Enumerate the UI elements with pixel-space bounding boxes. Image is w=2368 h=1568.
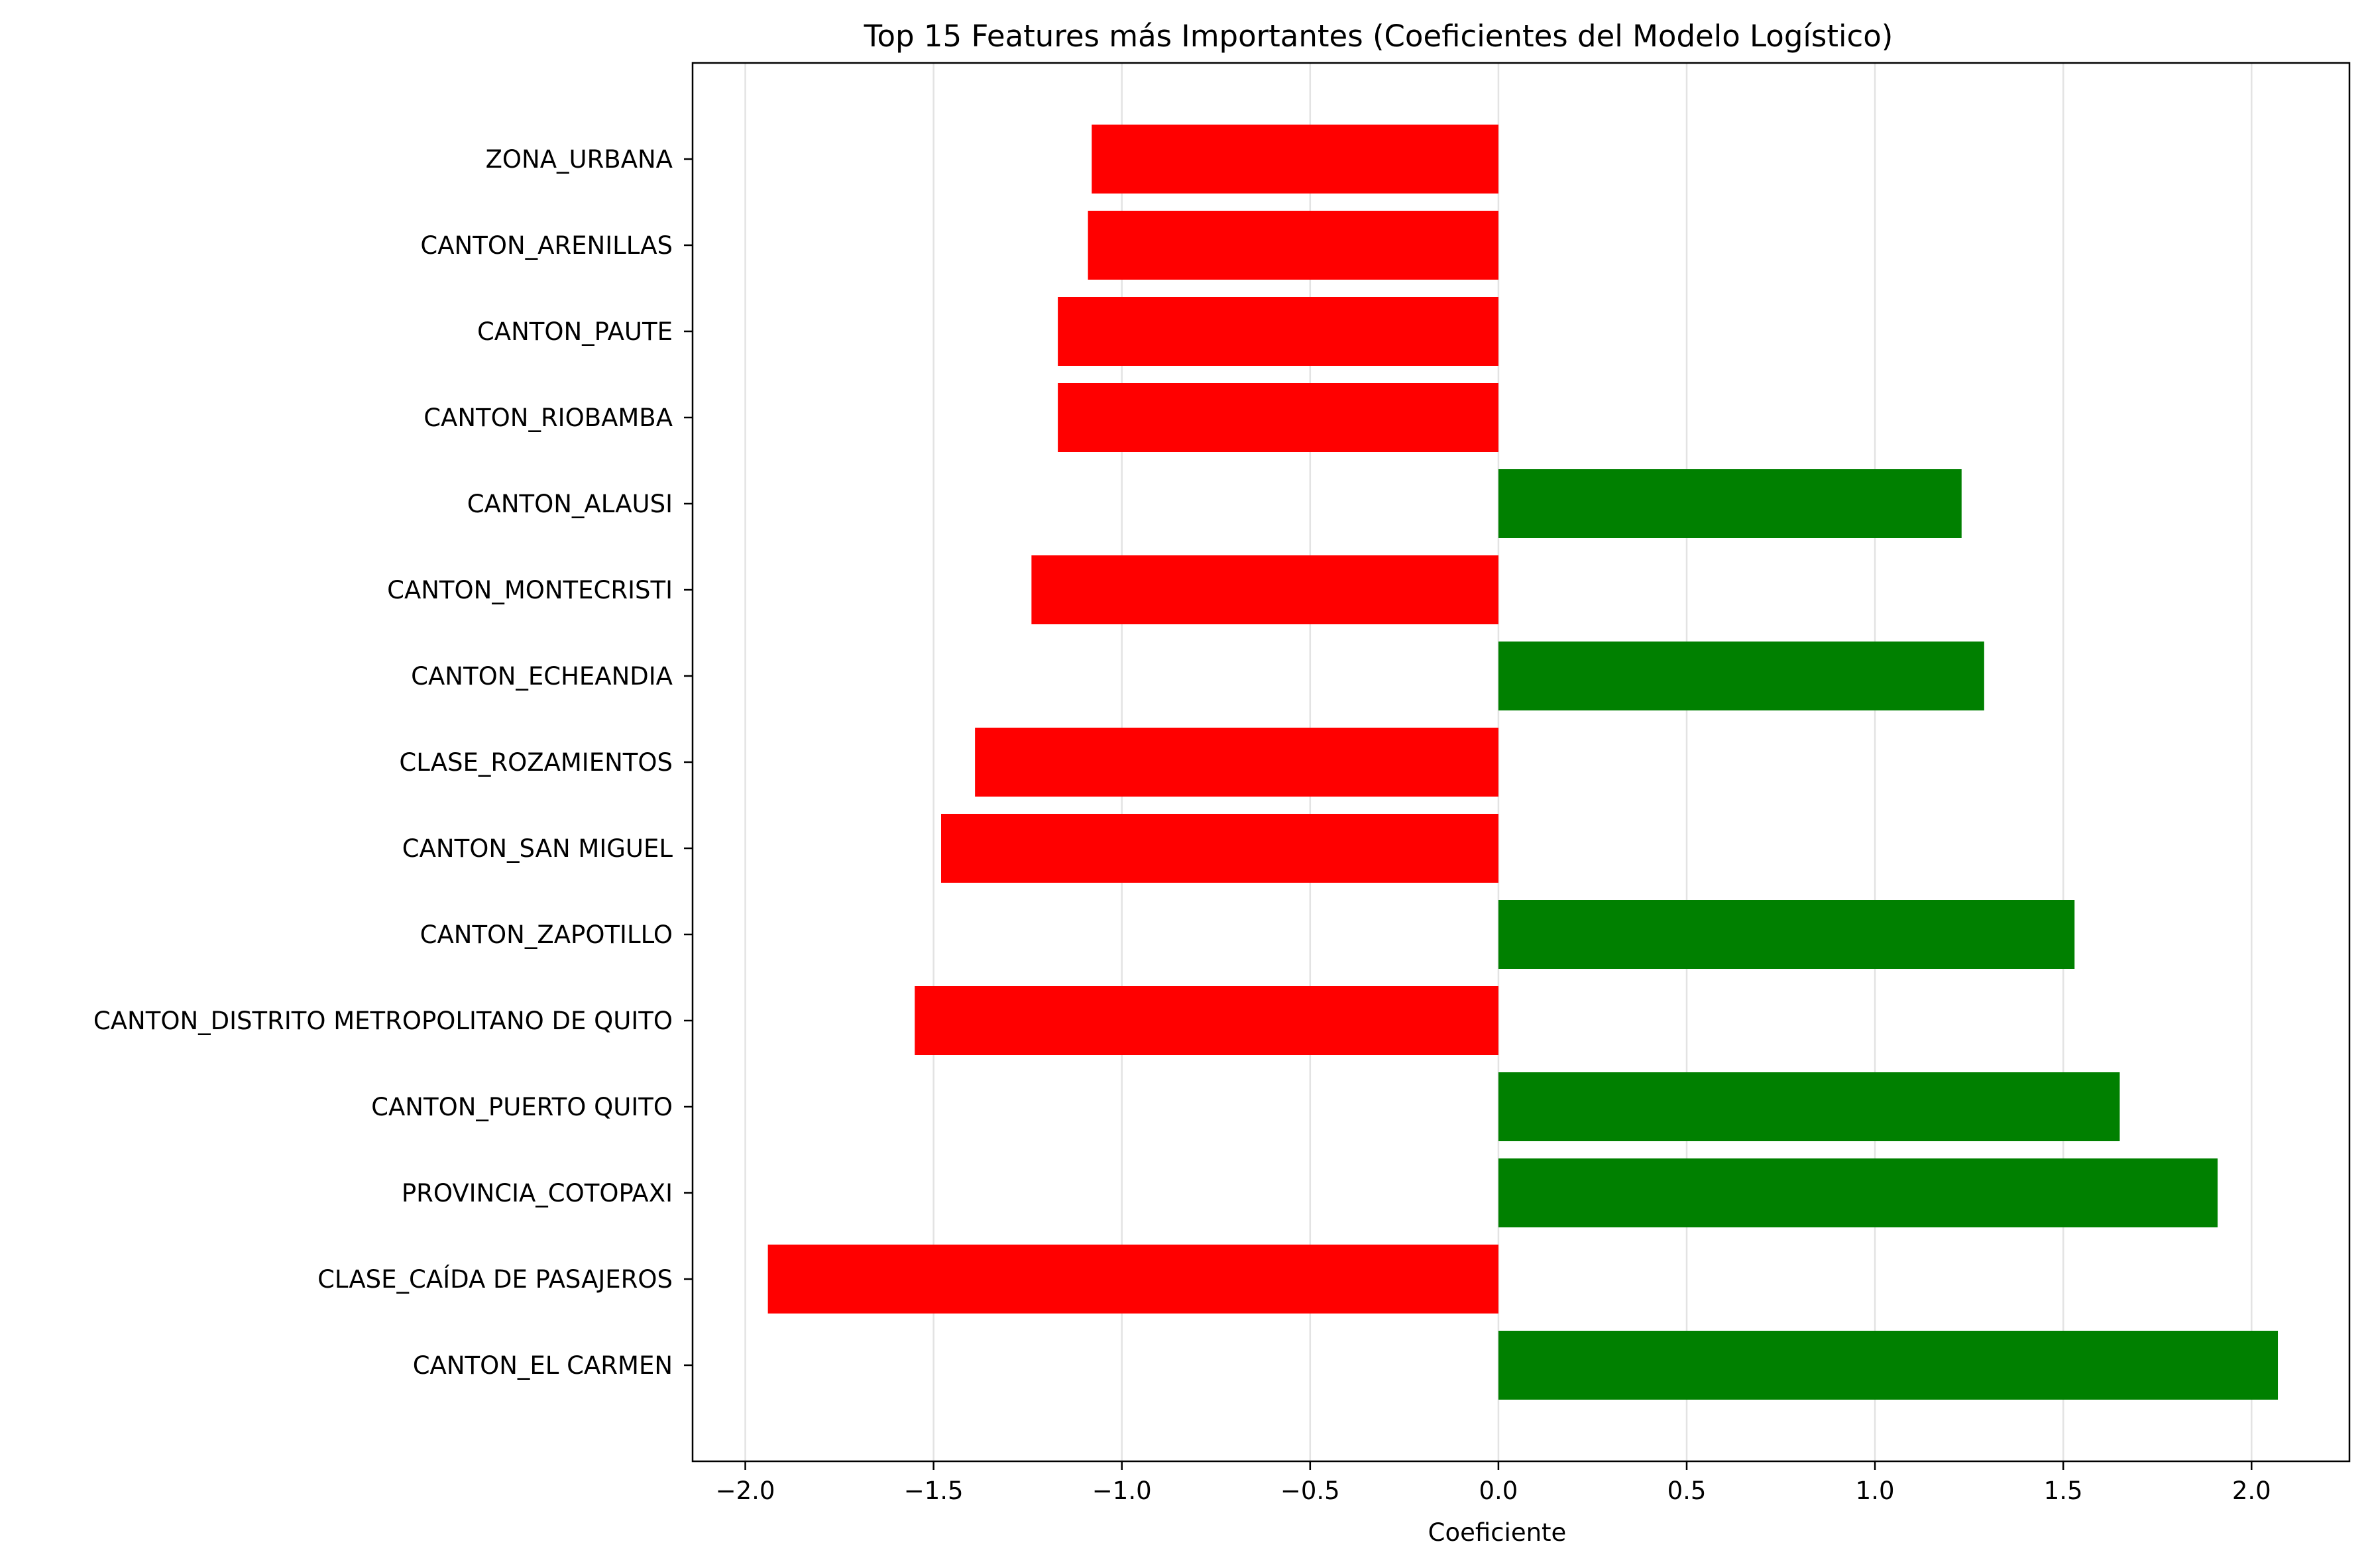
bar (1058, 383, 1498, 452)
bar (1498, 900, 2075, 969)
x-tick-label: 0.0 (1479, 1477, 1518, 1505)
bar (1498, 1331, 2279, 1400)
y-tick-label: PROVINCIA_COTOPAXI (402, 1179, 673, 1207)
bar (1058, 297, 1498, 366)
bar (941, 814, 1498, 883)
bars (767, 125, 2279, 1400)
y-tick-label: CANTON_MONTECRISTI (387, 576, 673, 604)
bar (1498, 469, 1962, 538)
y-tick-label: ZONA_URBANA (486, 145, 673, 174)
x-tick-label: −0.5 (1280, 1477, 1340, 1505)
x-tick-label: 0.5 (1667, 1477, 1707, 1505)
y-tick-label: CANTON_PUERTO QUITO (371, 1093, 673, 1121)
bar (1498, 1072, 2120, 1141)
x-tick-label: 1.0 (1856, 1477, 1895, 1505)
y-tick-label: CANTON_ALAUSI (467, 490, 673, 518)
bar (975, 728, 1498, 797)
chart-title: Top 15 Features más Importantes (Coefici… (864, 19, 1893, 54)
bar (1092, 125, 1498, 194)
x-axis-label: Coeficiente (1428, 1518, 1567, 1547)
bar (767, 1245, 1498, 1314)
y-tick-label: CANTON_PAUTE (477, 317, 673, 346)
y-tick-label: CANTON_ZAPOTILLO (420, 921, 673, 949)
y-tick-label: CANTON_EL CARMEN (413, 1351, 673, 1380)
bar (1498, 1158, 2218, 1227)
bar (915, 986, 1498, 1055)
y-tick-label: CANTON_RIOBAMBA (423, 404, 673, 432)
x-tick-label: −1.0 (1092, 1477, 1152, 1505)
x-axis-ticks: −2.0 −1.5 −1.0 −0.5 0.0 0.5 1.0 1.5 2.0 (716, 1461, 2271, 1505)
y-tick-label: CLASE_CAÍDA DE PASAJEROS (317, 1264, 673, 1294)
y-tick-label: CANTON_ECHEANDIA (411, 662, 673, 691)
y-tick-label: CANTON_DISTRITO METROPOLITANO DE QUITO (93, 1007, 673, 1035)
bar (1498, 642, 1984, 710)
y-tick-label: CANTON_ARENILLAS (420, 231, 673, 260)
bar (1031, 555, 1498, 624)
y-tick-label: CANTON_SAN MIGUEL (402, 834, 673, 863)
x-tick-label: −2.0 (716, 1477, 775, 1505)
x-tick-label: 2.0 (2232, 1477, 2271, 1505)
x-tick-label: 1.5 (2044, 1477, 2083, 1505)
x-tick-label: −1.5 (904, 1477, 964, 1505)
bar (1088, 211, 1498, 280)
y-axis-ticks: ZONA_URBANA CANTON_ARENILLAS CANTON_PAUTE C… (93, 145, 693, 1380)
y-tick-label: CLASE_ROZAMIENTOS (399, 748, 673, 777)
